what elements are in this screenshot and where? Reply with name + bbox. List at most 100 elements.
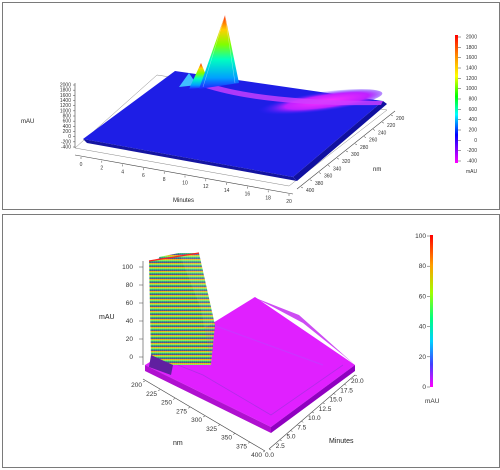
colorbar-tick-label: 1000 xyxy=(466,86,477,92)
y-tick-mark xyxy=(232,433,236,435)
colorbar-tick-label: 200 xyxy=(469,128,478,134)
z-tick-label: 60 xyxy=(126,300,134,307)
chart-panel-bottom: 100 80 60 40 20 0 mAU 200 225 250 275 300 325 350 37… xyxy=(2,214,500,468)
peak-wall-2 xyxy=(159,253,211,365)
colorbar-tick-label: 20 xyxy=(419,354,427,361)
x-axis-label: Minutes xyxy=(173,198,194,204)
colorbar-unit: mAU xyxy=(425,398,440,405)
peak-base xyxy=(149,355,173,375)
y-tick-mark xyxy=(327,165,331,167)
y-tick-mark xyxy=(262,450,266,453)
x-tick-label: 8 xyxy=(163,177,166,183)
colorbar-tick-labels: 2000180016001400120010008006004002000-20… xyxy=(458,35,477,165)
surface-magenta-band xyxy=(203,83,383,106)
x-tick-label: 4 xyxy=(121,169,124,175)
x-tick-label: 20 xyxy=(286,199,292,205)
y-tick-label: 360 xyxy=(324,174,333,180)
colorbar-tick-label: 0 xyxy=(474,138,477,144)
z-axis-label: mAU xyxy=(99,314,115,321)
y-tick-mark xyxy=(354,143,358,146)
colorbar xyxy=(455,35,458,163)
colorbar xyxy=(430,235,433,387)
colorbar-unit: mAU xyxy=(466,169,478,175)
y-tick-mark xyxy=(187,407,191,409)
y-tick-label: 380 xyxy=(315,181,324,187)
y-tick-label: 200 xyxy=(396,116,405,122)
y-tick-label: 300 xyxy=(191,417,202,424)
x-tick-label: 18 xyxy=(265,195,271,201)
y-tick-label: 275 xyxy=(176,408,187,415)
y-tick-mark xyxy=(318,172,322,174)
y-tick-mark xyxy=(217,424,221,426)
y-axis-label: nm xyxy=(173,440,183,447)
y-tick-label: 340 xyxy=(333,166,342,172)
surface-main xyxy=(83,71,383,177)
y-tick-label: 320 xyxy=(342,159,351,165)
z-tick-label: 800 xyxy=(63,114,72,120)
x-tick-mark xyxy=(333,393,336,395)
z-tick-label: -400 xyxy=(61,145,71,151)
y-axis-label: nm xyxy=(373,167,381,173)
y-tick-mark xyxy=(247,442,251,444)
peak-top-ridge xyxy=(148,252,200,262)
chart-panel-top: 2000 1800 1600 1400 1200 1000 800 600 400 200 0 -20… xyxy=(2,2,500,210)
surface-plot-top: 2000180016001400120010008006004002000-20… xyxy=(21,14,478,205)
colorbar-tick-label: 40 xyxy=(419,324,427,331)
x-tick-label: 17.5 xyxy=(340,387,353,394)
x-tick-label: 7.5 xyxy=(297,424,306,431)
colorbar-tick-label: 1600 xyxy=(466,55,477,61)
x-tick-label: 14 xyxy=(224,188,230,194)
y-tick-label: 350 xyxy=(221,435,232,442)
y-tick-label: 400 xyxy=(306,188,315,194)
x-tick-mark xyxy=(311,411,315,414)
x-tick-label: 2 xyxy=(100,166,103,172)
y-tick-label: 225 xyxy=(146,391,157,398)
z-tick-label: 40 xyxy=(126,318,134,325)
y-tick-label: 325 xyxy=(206,426,217,433)
z-tick-label: 1000 xyxy=(60,108,71,114)
colorbar-tick-labels: 100 80 60 40 20 0 xyxy=(415,233,430,391)
x-tick-label: 0.0 xyxy=(265,452,274,459)
z-tick-label: 200 xyxy=(63,129,72,135)
y-tick-label: 220 xyxy=(387,123,396,129)
floor-ridge-2 xyxy=(212,324,324,366)
z-tick-label: 1200 xyxy=(60,103,71,109)
surface-right-edge xyxy=(293,101,387,181)
z-tick-label: 1400 xyxy=(60,98,71,104)
x-tick-label: 12.5 xyxy=(319,406,332,413)
x-tick-label: 10 xyxy=(182,181,188,187)
x-tick-mark xyxy=(354,374,358,377)
y-tick-mark xyxy=(309,179,313,182)
z-tick-label: -200 xyxy=(61,139,71,145)
y-tick-mark xyxy=(381,121,385,124)
y-tick-mark xyxy=(202,415,206,418)
z-tick-label: 100 xyxy=(122,264,133,271)
y-tick-mark xyxy=(172,398,176,400)
x-axis-label: Minutes xyxy=(329,438,354,445)
floor-front-edge xyxy=(145,365,271,433)
floor-surface xyxy=(145,297,355,427)
y-tick-mark xyxy=(363,136,367,138)
y-tick-label: 400 xyxy=(251,452,262,459)
colorbar-tick-label: 2000 xyxy=(466,35,477,41)
y-tick-mark xyxy=(372,129,376,131)
y-tick-mark xyxy=(300,186,304,189)
y-tick-labels: 200 225 250 275 300 325 350 375 400 xyxy=(131,380,266,459)
y-tick-mark xyxy=(336,157,340,160)
y-tick-label: 200 xyxy=(131,382,142,389)
y-axis xyxy=(296,110,396,190)
floor-right-edge xyxy=(271,365,355,433)
y-tick-label: 280 xyxy=(360,145,369,151)
z-tick-label: 1600 xyxy=(60,93,71,99)
colorbar-tick-label: 80 xyxy=(419,263,427,270)
z-axis-label: mAU xyxy=(21,119,34,125)
colorbar-tick-label: 400 xyxy=(469,117,478,123)
x-tick-mark xyxy=(322,402,325,404)
x-tick-label: 2.5 xyxy=(276,443,285,450)
x-tick-label: 5.0 xyxy=(287,434,296,441)
x-tick-labels: 0 2 4 6 8 10 12 14 16 18 20 xyxy=(80,157,292,205)
z-tick-label: 20 xyxy=(126,336,134,343)
x-tick-mark xyxy=(268,448,272,451)
